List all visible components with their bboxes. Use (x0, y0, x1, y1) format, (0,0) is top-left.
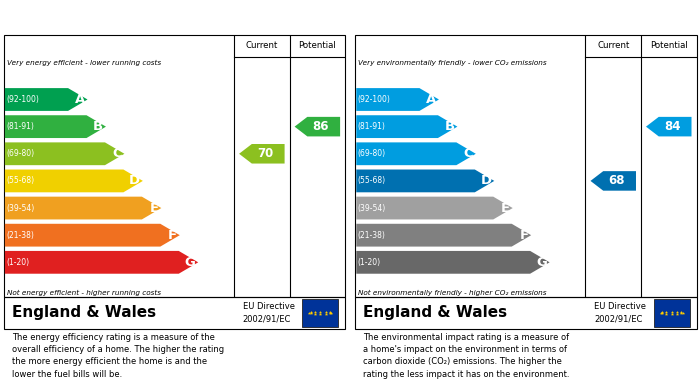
Text: (81-91): (81-91) (358, 122, 386, 131)
Polygon shape (356, 115, 457, 138)
Text: Potential: Potential (650, 41, 687, 50)
Text: (92-100): (92-100) (358, 95, 391, 104)
Text: (1-20): (1-20) (358, 258, 381, 267)
Polygon shape (356, 170, 494, 192)
Text: EU Directive
2002/91/EC: EU Directive 2002/91/EC (594, 302, 646, 323)
Polygon shape (591, 171, 636, 191)
Text: Current: Current (246, 41, 278, 50)
Text: B: B (444, 120, 454, 133)
Text: F: F (519, 229, 528, 242)
Text: G: G (536, 256, 547, 269)
Polygon shape (5, 197, 161, 219)
Polygon shape (5, 115, 106, 138)
Polygon shape (5, 142, 125, 165)
Text: England & Wales: England & Wales (363, 305, 508, 320)
Text: (81-91): (81-91) (6, 122, 34, 131)
Text: England & Wales: England & Wales (12, 305, 156, 320)
Text: D: D (480, 174, 491, 187)
Polygon shape (5, 170, 143, 192)
Text: A: A (426, 93, 436, 106)
Text: (39-54): (39-54) (358, 204, 386, 213)
Text: (92-100): (92-100) (6, 95, 39, 104)
Polygon shape (295, 117, 340, 136)
Text: (21-38): (21-38) (6, 231, 34, 240)
Text: The environmental impact rating is a measure of
a home's impact on the environme: The environmental impact rating is a mea… (363, 333, 570, 378)
Text: EU Directive
2002/91/EC: EU Directive 2002/91/EC (243, 302, 295, 323)
Polygon shape (5, 224, 180, 247)
Text: (21-38): (21-38) (358, 231, 386, 240)
Polygon shape (356, 88, 439, 111)
Text: B: B (93, 120, 103, 133)
Text: C: C (463, 147, 473, 160)
Polygon shape (356, 224, 531, 247)
Polygon shape (5, 88, 88, 111)
Text: Current: Current (597, 41, 629, 50)
Text: Very energy efficient - lower running costs: Very energy efficient - lower running co… (7, 60, 161, 66)
Text: F: F (168, 229, 177, 242)
Text: (69-80): (69-80) (358, 149, 386, 158)
Text: Environmental Impact (CO₂) Rating: Environmental Impact (CO₂) Rating (360, 15, 592, 28)
Text: 68: 68 (608, 174, 625, 187)
Text: (55-68): (55-68) (358, 176, 386, 185)
Bar (654, 299, 690, 326)
Polygon shape (5, 251, 198, 274)
Polygon shape (646, 117, 692, 136)
Text: Very environmentally friendly - lower CO₂ emissions: Very environmentally friendly - lower CO… (358, 60, 547, 66)
Text: (69-80): (69-80) (6, 149, 34, 158)
Text: G: G (185, 256, 195, 269)
Bar (302, 299, 338, 326)
Text: 84: 84 (664, 120, 680, 133)
Text: (39-54): (39-54) (6, 204, 34, 213)
Polygon shape (356, 197, 512, 219)
Text: E: E (500, 201, 510, 215)
Text: E: E (149, 201, 159, 215)
Text: Potential: Potential (298, 41, 336, 50)
Polygon shape (356, 251, 550, 274)
Text: 70: 70 (258, 147, 274, 160)
Polygon shape (239, 144, 285, 163)
Polygon shape (356, 142, 476, 165)
Text: A: A (74, 93, 85, 106)
Text: Not energy efficient - higher running costs: Not energy efficient - higher running co… (7, 289, 161, 296)
Text: 86: 86 (313, 120, 329, 133)
Text: C: C (112, 147, 122, 160)
Text: D: D (129, 174, 140, 187)
Text: (1-20): (1-20) (6, 258, 29, 267)
Text: The energy efficiency rating is a measure of the
overall efficiency of a home. T: The energy efficiency rating is a measur… (12, 333, 224, 378)
Text: (55-68): (55-68) (6, 176, 34, 185)
Text: Not environmentally friendly - higher CO₂ emissions: Not environmentally friendly - higher CO… (358, 289, 547, 296)
Text: Energy Efficiency Rating: Energy Efficiency Rating (8, 15, 171, 28)
